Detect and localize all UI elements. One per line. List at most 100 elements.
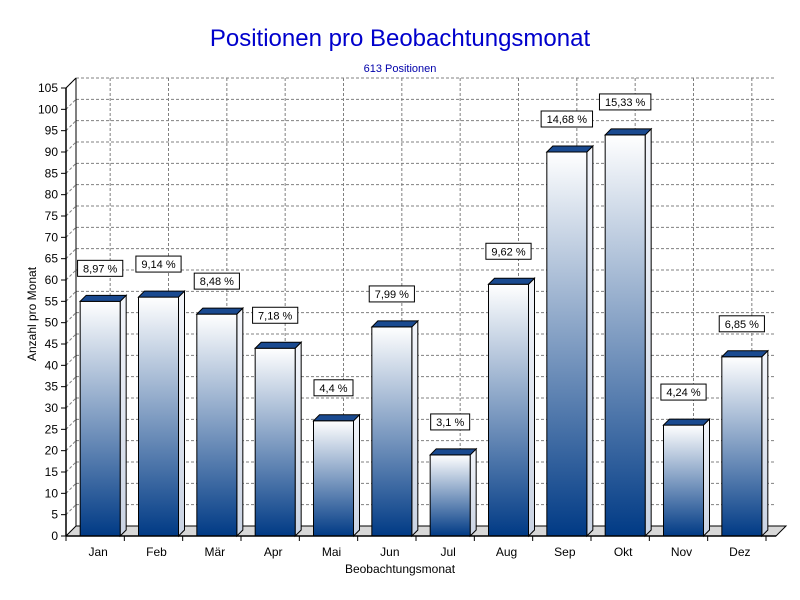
bar-side	[411, 319, 419, 538]
wall-top-edge	[65, 77, 77, 89]
y-tick-label: 0	[51, 529, 58, 543]
bar-side	[761, 349, 769, 538]
data-label-box	[77, 259, 124, 277]
bar-top	[662, 418, 711, 426]
y-tick-label: 90	[45, 145, 59, 159]
y-tick-label: 45	[45, 337, 59, 351]
back-wall	[76, 78, 776, 526]
x-tick-label: Aug	[496, 545, 517, 559]
bar-side	[353, 413, 360, 538]
y-tick-label: 55	[45, 294, 59, 308]
x-tick-label: Sep	[554, 545, 576, 559]
data-label-box	[313, 379, 354, 397]
y-tick-label: 5	[51, 508, 58, 522]
bar	[721, 356, 763, 537]
data-label-box	[135, 255, 182, 273]
bar-top	[137, 290, 186, 298]
y-tick-label: 70	[45, 230, 59, 244]
y-tick-label: 40	[45, 358, 59, 372]
y-tick-label: 25	[45, 422, 59, 436]
gridline-diagonal	[65, 333, 77, 345]
gridline-diagonal	[65, 226, 77, 238]
bar-top	[253, 341, 303, 349]
gridline-diagonal	[65, 141, 77, 153]
x-tick-label: Okt	[614, 545, 633, 559]
y-tick-label: 60	[45, 273, 59, 287]
bar	[604, 134, 646, 537]
data-label: 8,97 %	[83, 263, 117, 275]
y-tick-label: 85	[45, 166, 59, 180]
gridline-diagonal	[65, 248, 77, 260]
data-label-box	[718, 315, 765, 333]
gridline-diagonal	[65, 461, 77, 473]
gridline-diagonal	[65, 418, 77, 430]
bar	[79, 300, 121, 537]
data-label-box	[430, 413, 471, 431]
data-label: 8,48 %	[200, 276, 234, 288]
bar-side	[178, 289, 185, 538]
x-tick-label: Jul	[440, 545, 455, 559]
gridline-diagonal	[65, 312, 77, 324]
gridline-diagonal	[65, 184, 77, 196]
bar-side	[294, 341, 302, 538]
data-label: 4,24 %	[666, 387, 700, 399]
y-tick-label: 50	[45, 316, 59, 330]
bar	[138, 296, 179, 537]
bar	[488, 283, 529, 537]
y-axis-label: Anzahl pro Monat	[25, 266, 39, 361]
x-tick-label: Jun	[380, 545, 399, 559]
bar	[196, 313, 238, 537]
data-label: 9,62 %	[491, 246, 525, 258]
data-label: 7,99 %	[375, 289, 409, 301]
chart-title: Positionen pro Beobachtungsmonat	[210, 25, 591, 52]
data-label-box	[252, 306, 299, 324]
y-tick-label: 95	[45, 124, 59, 138]
x-tick-label: Nov	[671, 545, 692, 559]
gridline-diagonal	[65, 440, 77, 452]
data-label: 15,33 %	[605, 97, 646, 109]
bar	[546, 151, 588, 537]
data-label: 3,1 %	[436, 417, 464, 429]
x-tick-label: Mär	[204, 545, 225, 559]
data-label: 4,4 %	[319, 383, 347, 395]
plot-area: 0 5 10 15 20 25 30 35 40 45 50 55 60 65 70 75 80 85 90 95 10…	[38, 77, 788, 559]
gridline-diagonal	[65, 354, 77, 366]
bar-top	[195, 307, 245, 315]
x-tick-label: Dez	[729, 545, 750, 559]
gridline-diagonal	[65, 162, 77, 174]
bar-top	[545, 145, 595, 153]
bar-top	[720, 350, 770, 358]
gridline-diagonal	[65, 269, 77, 281]
y-tick-label: 20	[45, 444, 59, 458]
gridline-diagonal	[65, 504, 77, 516]
y-tick-label: 10	[45, 486, 59, 500]
gridline-diagonal	[65, 98, 77, 110]
bar-side	[586, 144, 594, 538]
y-tick-label: 80	[45, 188, 59, 202]
data-label: 14,68 %	[547, 114, 588, 126]
data-label-box	[368, 285, 415, 303]
x-tick-label: Jan	[88, 545, 107, 559]
bar	[313, 420, 354, 537]
bar-side	[644, 127, 652, 538]
x-tick-label: Mai	[322, 545, 341, 559]
data-label-box	[598, 93, 652, 111]
gridline-diagonal	[65, 482, 77, 494]
bar-top	[603, 128, 653, 136]
bar-side	[469, 447, 477, 538]
y-tick-label: 100	[38, 102, 58, 116]
bar-side	[528, 277, 535, 538]
bar-top	[428, 448, 478, 456]
gridline-diagonal	[65, 376, 77, 388]
y-tick-label: 35	[45, 380, 59, 394]
bar-top	[78, 294, 128, 302]
bar	[663, 424, 704, 537]
y-tick-label: 30	[45, 401, 59, 415]
bar	[254, 347, 296, 537]
data-label-box	[485, 242, 532, 260]
gridline-diagonal	[65, 397, 77, 409]
y-tick-label: 65	[45, 252, 59, 266]
x-tick-label: Apr	[264, 545, 283, 559]
gridline-diagonal	[65, 205, 77, 217]
